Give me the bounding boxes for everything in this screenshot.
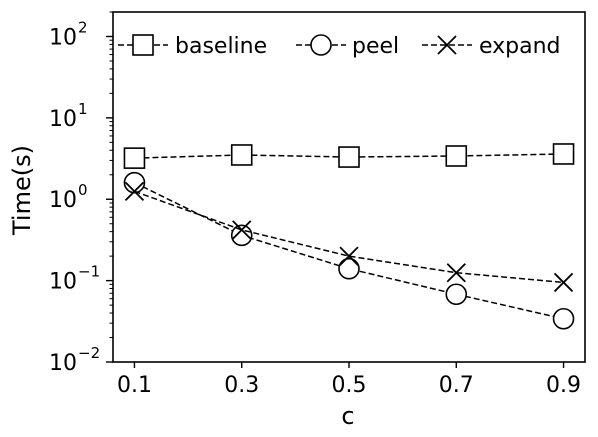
series-line bbox=[134, 190, 564, 284]
data-point bbox=[230, 144, 253, 166]
y-tick-base: 10 bbox=[49, 351, 77, 376]
y-tick-base: 10 bbox=[49, 270, 77, 295]
y-tick-exponent: −1 bbox=[78, 263, 100, 281]
legend-label: peel bbox=[352, 34, 399, 59]
legend-item-peel: peel bbox=[296, 34, 399, 59]
data-point bbox=[552, 143, 575, 165]
data-point bbox=[232, 220, 252, 240]
x-marker-stroke bbox=[124, 181, 145, 201]
y-tick-exponent: 0 bbox=[78, 181, 88, 199]
data-point bbox=[338, 146, 360, 168]
legend-item-baseline: baseline bbox=[118, 34, 267, 59]
y-tick-label: 10 −1 bbox=[49, 263, 100, 295]
y-tick-exponent: 2 bbox=[78, 18, 88, 36]
x-tick-label: 0.1 bbox=[117, 373, 152, 398]
x-tick-label: 0.5 bbox=[332, 373, 367, 398]
data-point bbox=[124, 181, 145, 201]
y-tick-base: 10 bbox=[49, 107, 77, 132]
series-expand bbox=[124, 181, 574, 293]
legend: baseline peel expand bbox=[118, 34, 561, 59]
y-tick-base: 10 bbox=[49, 25, 77, 50]
data-point bbox=[553, 272, 574, 293]
x-tick-label: 0.3 bbox=[224, 373, 259, 398]
y-tick-exponent: 1 bbox=[78, 100, 88, 118]
y-tick-label: 10 −2 bbox=[49, 344, 100, 376]
y-tick-label: 10 0 bbox=[49, 181, 88, 213]
series-baseline bbox=[123, 143, 575, 169]
x-tick-label: 0.7 bbox=[439, 373, 474, 398]
x-marker-stroke bbox=[553, 272, 574, 293]
plot-frame bbox=[112, 11, 586, 363]
y-tick-base: 10 bbox=[49, 188, 77, 213]
x-marker-stroke bbox=[232, 220, 252, 240]
data-point bbox=[445, 145, 468, 167]
x-tick-label: 0.9 bbox=[546, 373, 581, 398]
plot-area bbox=[112, 11, 586, 363]
legend-label: expand bbox=[479, 34, 561, 59]
y-axis-label: Time(s) bbox=[8, 145, 36, 236]
y-tick-label: 10 2 bbox=[49, 18, 88, 50]
data-point bbox=[552, 307, 575, 330]
legend-marker bbox=[310, 34, 332, 56]
legend-item-expand: expand bbox=[422, 34, 561, 59]
legend-label: baseline bbox=[175, 34, 267, 59]
data-point bbox=[123, 171, 146, 194]
data-point bbox=[230, 224, 253, 247]
series-line bbox=[134, 181, 564, 320]
data-point bbox=[339, 246, 359, 266]
x-axis: 0.1 0.3 0.5 0.7 0.9 bbox=[117, 362, 581, 398]
data-point bbox=[445, 283, 468, 306]
x-marker-stroke bbox=[437, 35, 457, 55]
x-marker-stroke bbox=[339, 246, 359, 266]
legend-marker bbox=[132, 34, 154, 56]
x-marker-stroke bbox=[446, 263, 466, 283]
data-point bbox=[123, 147, 146, 169]
data-point bbox=[338, 257, 360, 280]
legend-marker bbox=[437, 35, 457, 55]
data-point bbox=[446, 263, 466, 283]
series-layer bbox=[123, 143, 575, 330]
x-axis-label: c bbox=[341, 402, 354, 430]
series-peel bbox=[123, 171, 575, 330]
y-tick-exponent: −2 bbox=[78, 344, 100, 362]
y-tick-label: 10 1 bbox=[49, 100, 88, 132]
